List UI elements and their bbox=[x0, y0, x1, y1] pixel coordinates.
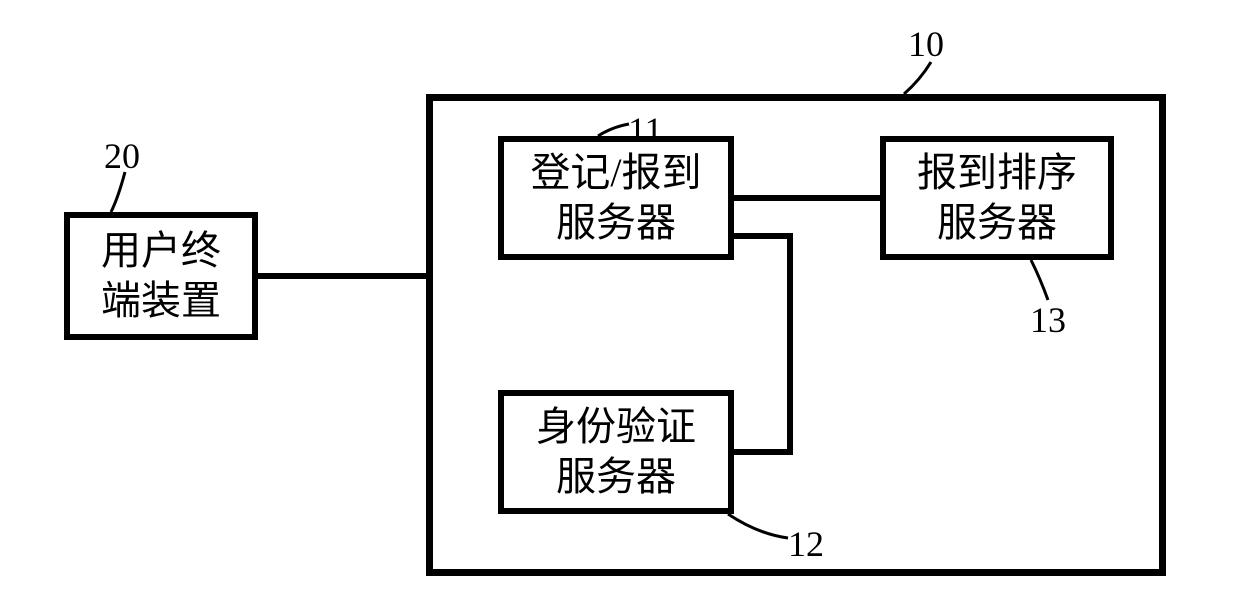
user-terminal-text: 用户终 端装置 bbox=[101, 226, 221, 326]
registration-server-text: 登记/报到 服务器 bbox=[530, 148, 701, 248]
sorting-server-box: 报到排序 服务器 bbox=[880, 136, 1114, 260]
auth-server-text: 身份验证 服务器 bbox=[536, 402, 696, 502]
auth-server-box: 身份验证 服务器 bbox=[498, 390, 734, 514]
leader-20 bbox=[111, 172, 125, 212]
user-terminal-box: 用户终 端装置 bbox=[64, 212, 258, 340]
label-12: 12 bbox=[788, 526, 824, 562]
sorting-server-text: 报到排序 服务器 bbox=[917, 148, 1077, 248]
leader-10 bbox=[904, 62, 931, 94]
diagram-canvas: 用户终 端装置 登记/报到 服务器 报到排序 服务器 身份验证 服务器 10 2… bbox=[0, 0, 1239, 597]
label-20: 20 bbox=[104, 138, 140, 174]
label-11: 11 bbox=[628, 112, 663, 148]
registration-server-box: 登记/报到 服务器 bbox=[498, 136, 734, 260]
label-10: 10 bbox=[908, 26, 944, 62]
label-13: 13 bbox=[1030, 302, 1066, 338]
